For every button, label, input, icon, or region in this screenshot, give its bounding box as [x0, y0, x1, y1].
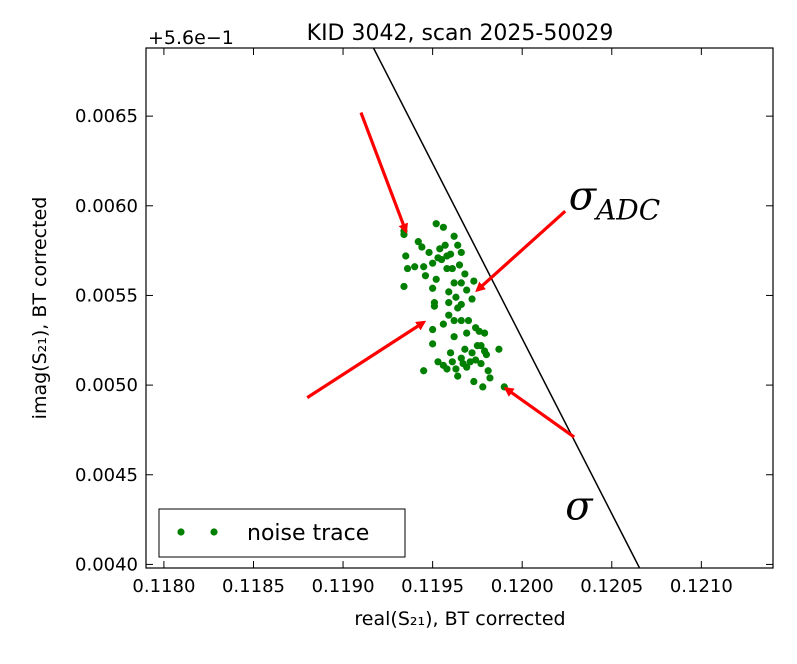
data-point: [452, 293, 460, 301]
data-point: [443, 252, 451, 260]
data-point: [454, 372, 462, 380]
data-point: [463, 363, 471, 371]
data-point: [445, 299, 453, 307]
data-point: [421, 272, 430, 280]
data-point: [432, 220, 440, 228]
data-point: [445, 311, 453, 319]
data-point: [486, 374, 494, 382]
x-tick-label: 0.1195: [401, 576, 464, 597]
data-point: [432, 275, 440, 283]
data-point: [461, 270, 469, 278]
data-point: [464, 316, 473, 325]
data-point: [457, 279, 465, 287]
data-point: [470, 277, 478, 285]
data-point: [448, 264, 456, 273]
data-point: [463, 329, 471, 337]
data-point: [450, 279, 458, 287]
sigma-annotation: σ: [565, 484, 594, 530]
data-point: [479, 383, 487, 391]
data-point: [429, 284, 437, 292]
data-point: [482, 351, 490, 359]
data-point: [446, 349, 455, 357]
data-point: [448, 358, 456, 366]
data-point: [414, 238, 422, 246]
data-point: [402, 252, 410, 260]
data-point: [436, 245, 444, 253]
data-point: [457, 316, 465, 325]
data-point: [441, 241, 449, 249]
data-point: [450, 232, 458, 240]
data-point: [429, 340, 437, 348]
data-point: [439, 320, 447, 328]
legend-box: [158, 508, 406, 558]
annotation-arrow: [306, 320, 427, 399]
data-point: [411, 263, 419, 271]
y-tick-label: 0.0055: [75, 285, 138, 306]
data-point: [473, 342, 482, 350]
data-point: [454, 304, 462, 312]
legend-marker-1: [177, 528, 185, 536]
y-axis-label: imag(S₂₁), BT corrected: [29, 197, 51, 420]
data-point: [454, 241, 462, 249]
data-point: [430, 302, 439, 310]
x-ticks: 0.1180 0.1185 0.1190 0.1195 0.1200 0.1205 0.12…: [132, 48, 733, 597]
data-point: [400, 230, 408, 239]
data-point: [429, 325, 437, 334]
legend: noise trace: [158, 508, 406, 558]
x-axis-label: real(S₂₁), BT corrected: [354, 608, 565, 630]
data-point: [437, 255, 446, 264]
plot-area: 0.1180 0.1185 0.1190 0.1195 0.1200 0.1205 0.12…: [75, 47, 774, 597]
legend-label: noise trace: [247, 521, 369, 546]
data-point: [418, 243, 426, 251]
y-ticks: 0.0040 0.0045 0.0050 0.0055 0.0060 0.0065: [75, 106, 773, 575]
data-point: [429, 259, 437, 267]
data-point: [477, 359, 485, 368]
y-tick-label: 0.0060: [75, 196, 138, 217]
y-tick-label: 0.0065: [75, 106, 138, 127]
fit-line: [372, 48, 641, 568]
data-point: [443, 264, 451, 273]
data-point: [470, 377, 478, 386]
y-tick-label: 0.0050: [75, 375, 138, 396]
data-point: [463, 286, 471, 294]
data-point: [450, 333, 458, 341]
data-point: [445, 288, 453, 296]
annotation-arrow: [475, 209, 567, 293]
data-point: [443, 365, 451, 373]
data-point: [420, 263, 428, 271]
y-tick-label: 0.0045: [75, 465, 138, 486]
annotation-arrow: [359, 111, 408, 234]
annotation-arrow: [503, 386, 576, 439]
x-tick-label: 0.1190: [312, 576, 375, 597]
x-tick-label: 0.1180: [132, 576, 195, 597]
y-offset-label: +5.6e−1: [148, 27, 234, 49]
data-point: [484, 367, 492, 375]
data-point: [434, 358, 442, 366]
data-point: [400, 282, 408, 291]
y-tick-label: 0.0040: [75, 554, 138, 575]
data-point: [425, 248, 433, 257]
x-tick-label: 0.1185: [222, 576, 285, 597]
arrows: [306, 111, 576, 439]
legend-marker-2: [210, 528, 218, 536]
chart-title: KID 3042, scan 2025-50029: [307, 21, 614, 46]
data-point: [461, 345, 469, 353]
data-point: [468, 295, 476, 303]
data-point: [457, 248, 465, 257]
data-point: [455, 261, 464, 269]
x-tick-label: 0.1205: [580, 576, 643, 597]
x-tick-label: 0.1210: [670, 576, 733, 597]
data-point: [450, 316, 458, 325]
data-point: [468, 349, 476, 357]
x-tick-label: 0.1200: [491, 576, 554, 597]
data-point: [403, 264, 412, 273]
data-point: [452, 365, 460, 373]
data-point: [472, 356, 480, 364]
data-point: [420, 367, 428, 375]
data-point: [439, 223, 447, 231]
data-point: [495, 345, 503, 353]
data-point: [480, 329, 489, 337]
